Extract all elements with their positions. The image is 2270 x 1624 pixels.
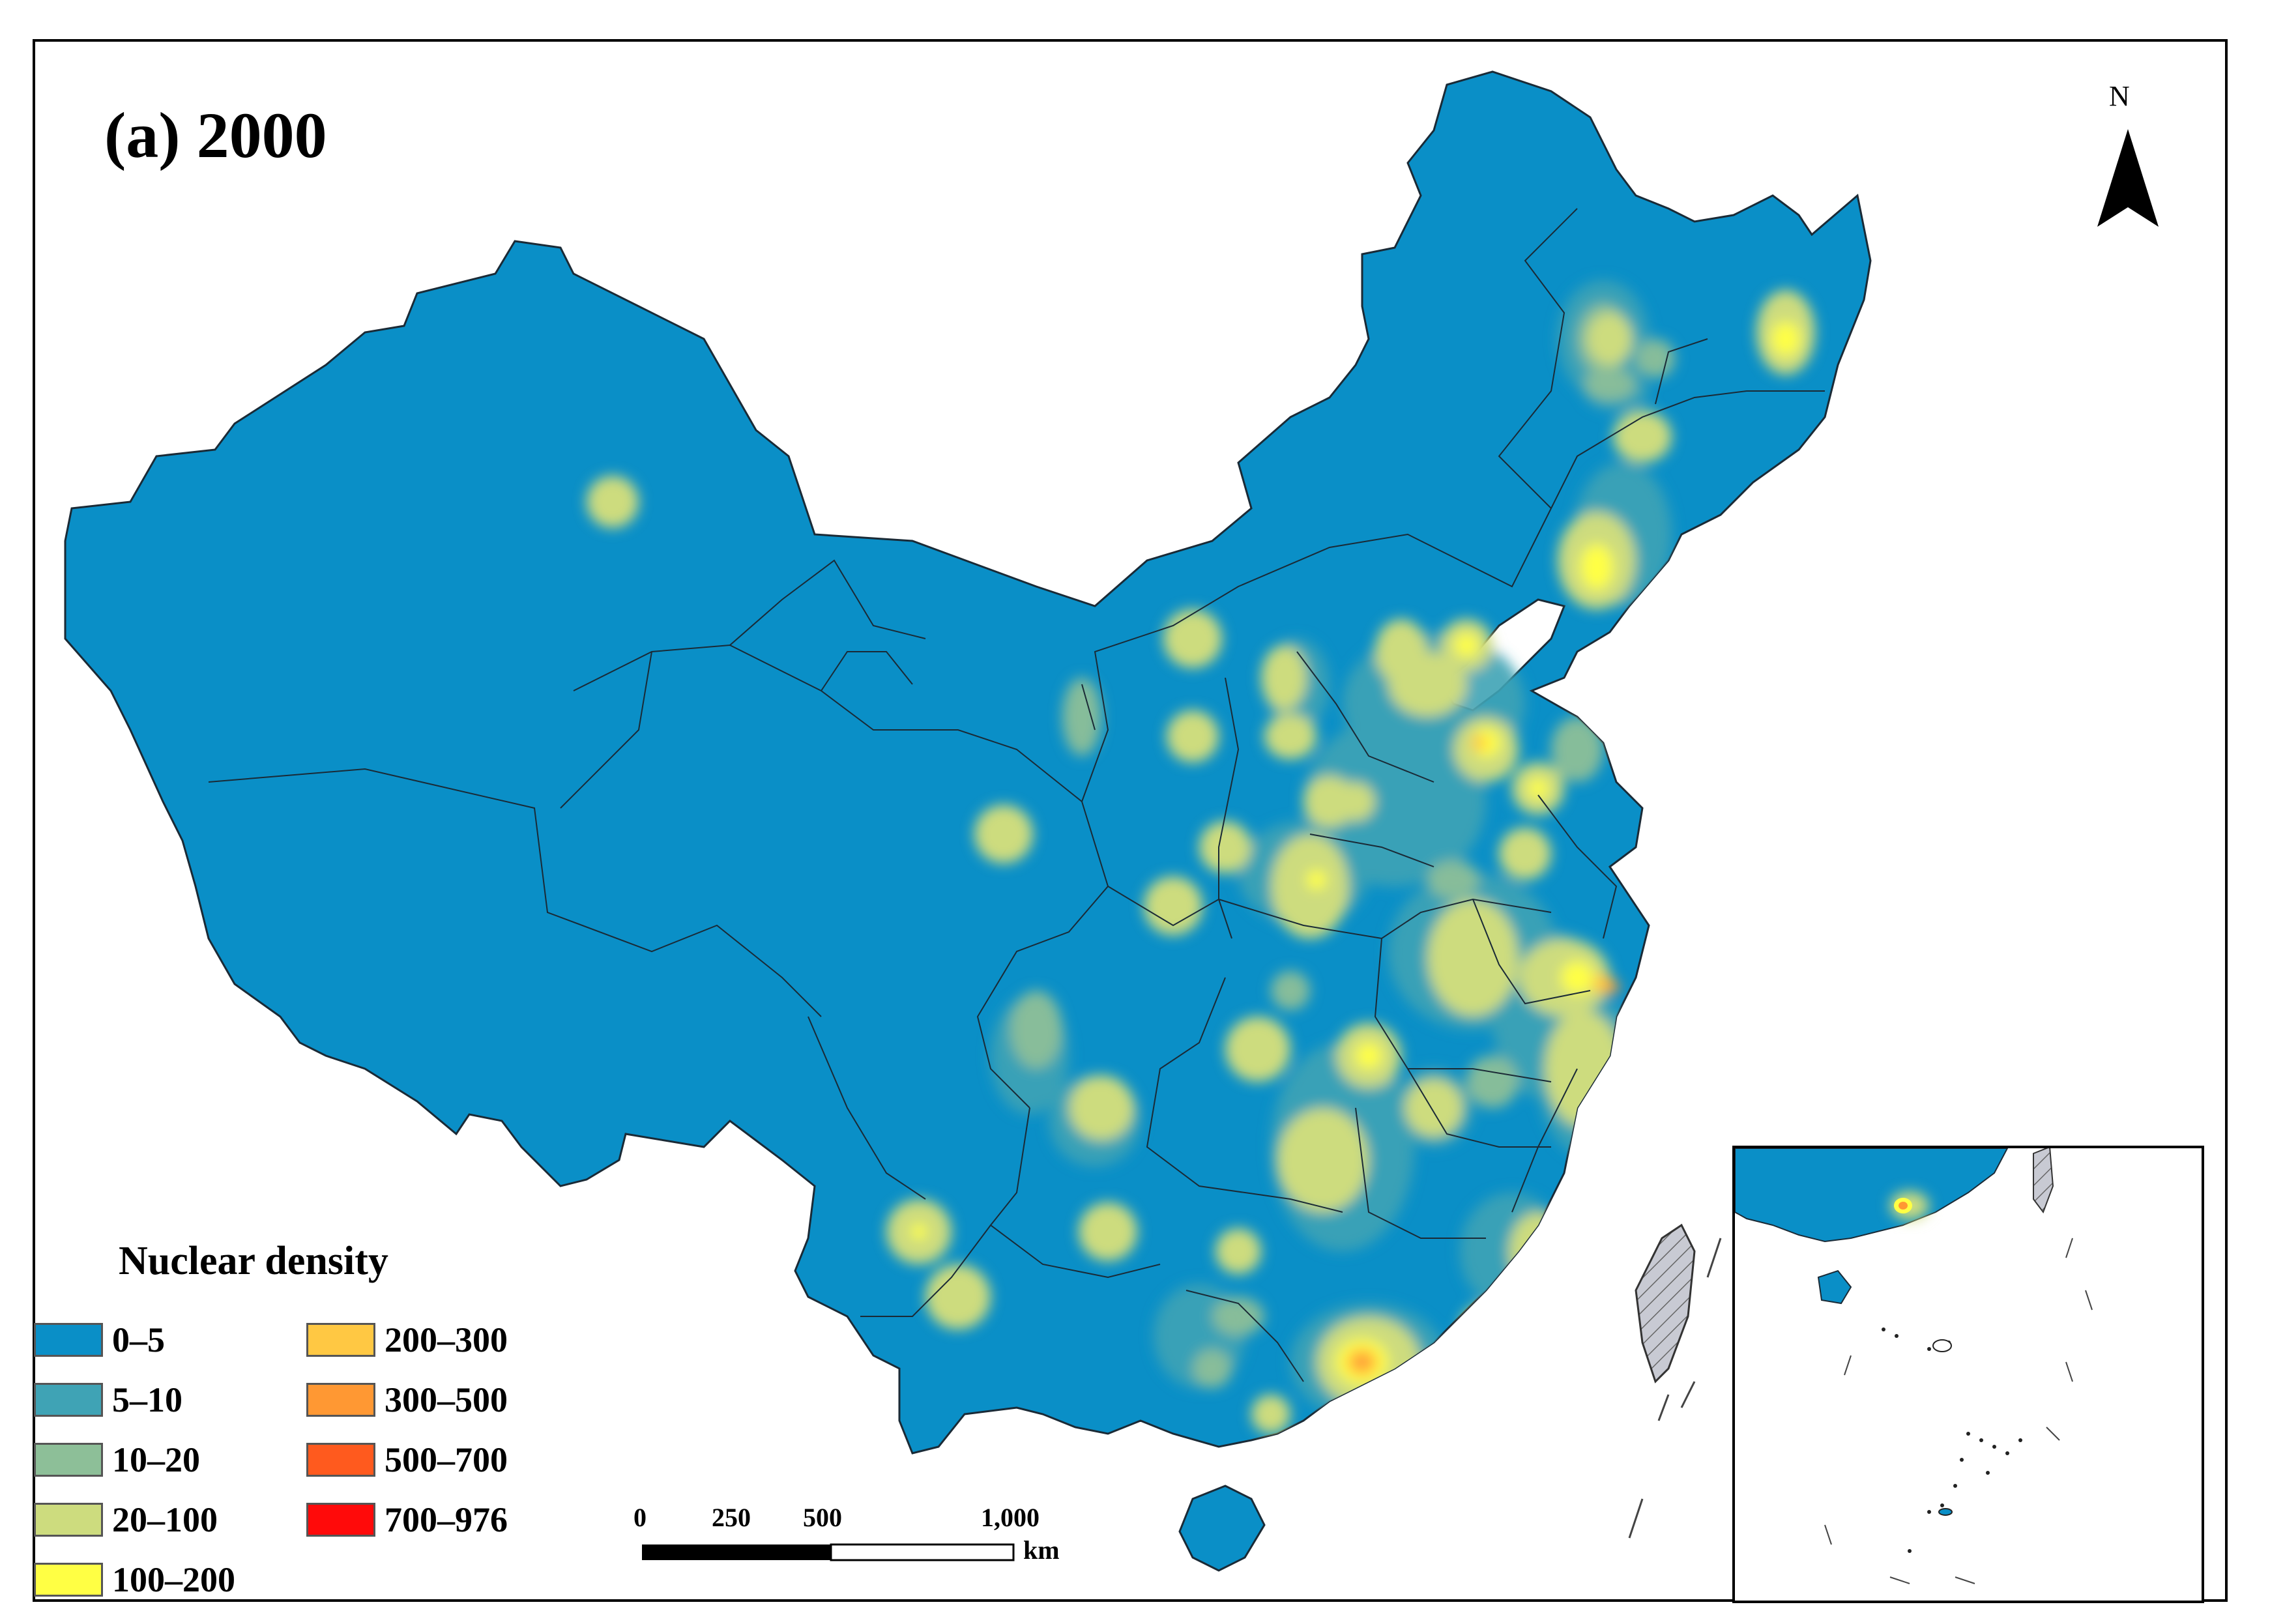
legend-item: 0–5 [34, 1320, 165, 1359]
legend-label: 700–976 [385, 1500, 508, 1539]
north-arrow-icon [2097, 129, 2159, 227]
legend-swatch [306, 1443, 375, 1477]
legend-label: 100–200 [112, 1560, 235, 1599]
legend-item: 500–700 [306, 1440, 508, 1479]
scale-tick-1000: 1,000 [981, 1503, 1040, 1532]
legend-item: 300–500 [306, 1380, 508, 1419]
legend-label: 200–300 [385, 1320, 508, 1359]
legend-swatch [34, 1383, 103, 1417]
legend-swatch [34, 1563, 103, 1597]
legend-title: Nuclear density [119, 1239, 388, 1283]
north-label: N [2109, 80, 2130, 112]
legend-item: 20–100 [34, 1500, 218, 1539]
legend-item: 100–200 [34, 1560, 235, 1599]
legend-item: 200–300 [306, 1320, 508, 1359]
density-hotspots [587, 280, 1815, 1434]
legend-item: 10–20 [34, 1440, 200, 1479]
hainan-island [1178, 1485, 1266, 1572]
scale-bar [642, 1543, 1015, 1561]
map-title: (a) 2000 [104, 99, 327, 171]
provincial-boundaries [208, 208, 1825, 1382]
legend-label: 500–700 [385, 1440, 508, 1479]
legend-swatch [34, 1443, 103, 1477]
scale-tick-0: 0 [633, 1503, 647, 1532]
legend-swatch [306, 1323, 375, 1357]
legend-label: 0–5 [112, 1320, 165, 1359]
legend-item: 700–976 [306, 1500, 508, 1539]
legend-label: 300–500 [385, 1380, 508, 1419]
legend-label: 5–10 [112, 1380, 182, 1419]
scale-tick-500: 500 [803, 1503, 842, 1532]
legend-swatch [306, 1503, 375, 1537]
legend-swatch [34, 1323, 103, 1357]
sea-boundary-dashes [1628, 1238, 1722, 1539]
legend-swatch [306, 1383, 375, 1417]
scale-tick-250: 250 [712, 1503, 751, 1532]
legend-swatch [34, 1503, 103, 1537]
taiwan-island [1635, 1223, 1696, 1384]
legend-label: 10–20 [112, 1440, 200, 1479]
legend-item: 5–10 [34, 1380, 182, 1419]
legend-label: 20–100 [112, 1500, 218, 1539]
scale-unit: km [1023, 1535, 1060, 1565]
south-china-sea-inset [1732, 1146, 2204, 1603]
